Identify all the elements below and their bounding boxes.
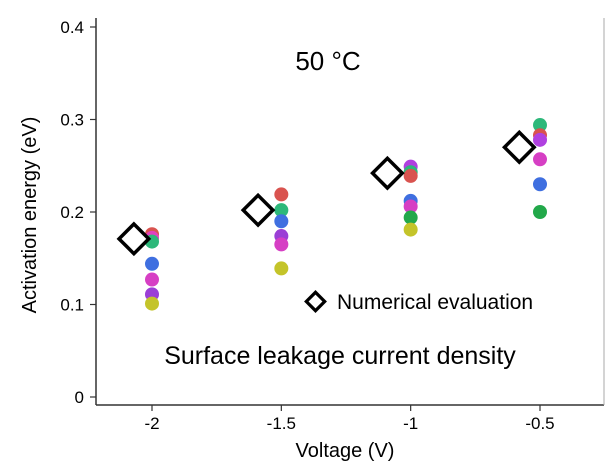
legend-diamond-marker	[304, 290, 327, 313]
measured-point	[403, 168, 418, 183]
numerical-evaluation-point	[240, 192, 276, 228]
numerical-evaluation-point	[501, 129, 537, 165]
legend-label-numerical-evaluation: Numerical evaluation	[337, 291, 533, 314]
y-tick-label: 0.2	[60, 203, 84, 222]
measured-point	[533, 205, 547, 219]
measured-point	[533, 177, 547, 192]
x-tick-label: -0.5	[525, 414, 554, 433]
x-axis-label: Voltage (V)	[296, 440, 395, 462]
legend: Numerical evaluation	[304, 290, 533, 314]
measured-point	[274, 203, 289, 218]
y-tick-label: 0.3	[60, 111, 84, 130]
measured-point	[403, 199, 418, 214]
y-tick-label: 0.4	[60, 18, 84, 37]
x-axis-ticks: -2 -1.5 -1 -0.5	[144, 405, 555, 433]
measured-point	[274, 261, 289, 276]
x-tick-label: -1	[403, 414, 418, 433]
measured-point	[403, 210, 418, 225]
numerical-evaluation-point	[116, 221, 152, 257]
measured-points	[145, 118, 547, 311]
measured-point	[274, 187, 289, 202]
measured-point	[403, 222, 418, 237]
y-tick-label: 0.1	[60, 296, 84, 315]
numerical-evaluation-point	[370, 155, 405, 191]
x-tick-label: -2	[144, 414, 159, 433]
x-tick-label: -1.5	[267, 414, 296, 433]
measured-point	[274, 214, 289, 229]
y-tick-label: 0	[75, 388, 84, 407]
y-axis-ticks: 0 0.1 0.2 0.3 0.4	[60, 18, 96, 407]
temperature-annotation: 50 °C	[295, 46, 360, 76]
numerical-evaluation-points	[116, 129, 537, 257]
measured-point	[274, 237, 289, 252]
measured-point	[533, 132, 547, 147]
measured-point	[533, 152, 547, 167]
measured-point	[145, 256, 159, 271]
surface-leakage-annotation: Surface leakage current density	[164, 342, 516, 370]
y-axis-label: Activation energy (eV)	[19, 117, 41, 314]
measured-point	[145, 296, 159, 311]
measured-point	[533, 118, 547, 133]
measured-point	[145, 272, 159, 287]
